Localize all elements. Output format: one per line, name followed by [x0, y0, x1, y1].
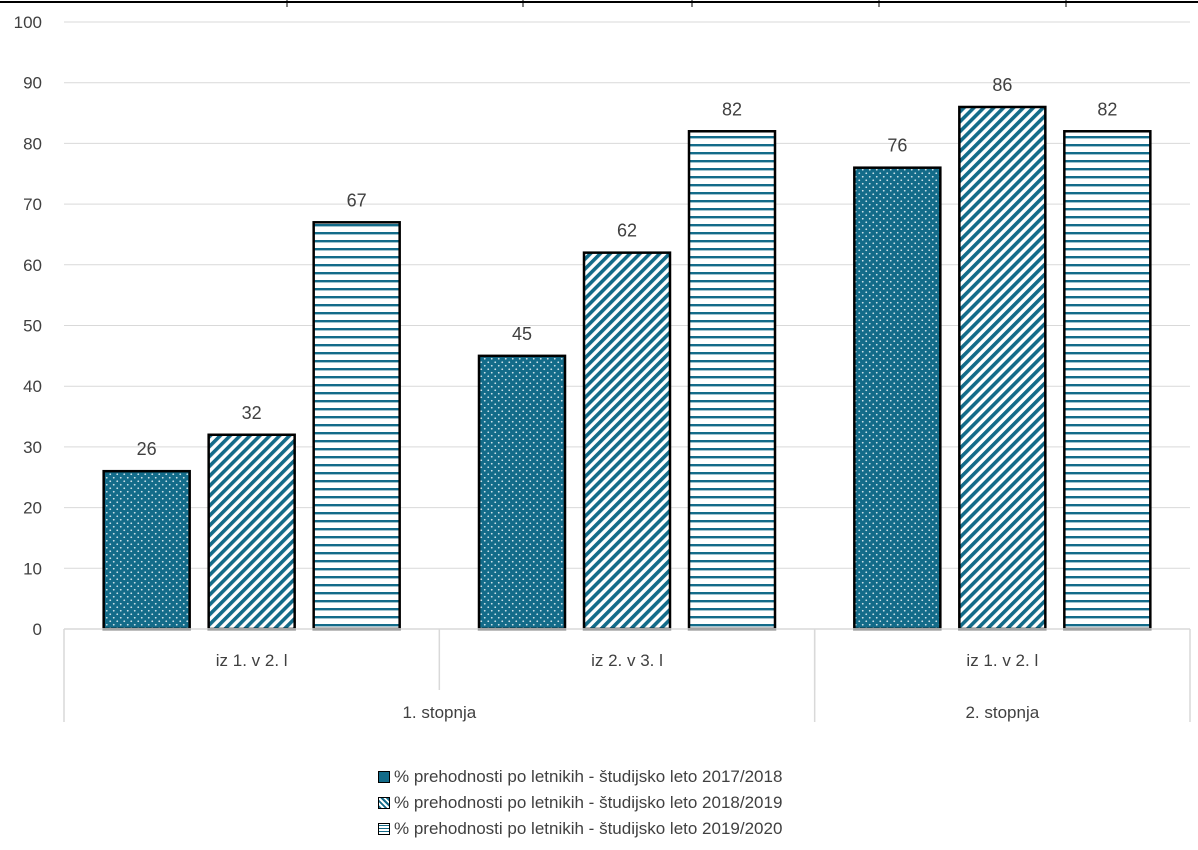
y-tick-label: 70	[23, 195, 42, 214]
legend-label: % prehodnosti po letnikih - študijsko le…	[394, 819, 783, 838]
data-label: 86	[992, 75, 1012, 95]
y-tick-label: 20	[23, 499, 42, 518]
x-group-label: 2. stopnja	[965, 703, 1039, 722]
data-label: 45	[512, 324, 532, 344]
legend-label: % prehodnosti po letnikih - študijsko le…	[394, 793, 783, 812]
y-tick-label: 50	[23, 317, 42, 336]
y-tick-label: 0	[33, 620, 42, 639]
legend-swatch-dots	[378, 771, 390, 783]
bar	[1063, 130, 1152, 631]
bar	[687, 130, 777, 631]
top-border	[0, 0, 1198, 7]
data-label: 62	[617, 221, 637, 241]
data-label: 67	[347, 190, 367, 210]
bar	[582, 251, 672, 631]
data-label: 32	[242, 403, 262, 423]
bar	[958, 105, 1047, 631]
legend-item-2017-2018: % prehodnosti po letnikih - študijsko le…	[378, 764, 1078, 790]
data-labels: 26 32 67 45 62 82 76 86 82	[137, 75, 1118, 459]
x-category-label: iz 1. v 2. l	[216, 651, 288, 670]
y-tick-label: 100	[14, 13, 42, 32]
data-label: 76	[887, 136, 907, 156]
data-label: 82	[722, 99, 742, 119]
y-tick-label: 40	[23, 377, 42, 396]
legend-swatch-diagonal	[378, 797, 390, 809]
bar	[207, 433, 296, 631]
bar	[853, 166, 942, 631]
x-axis: iz 1. v 2. l iz 2. v 3. l iz 1. v 2. l 1. s…	[63, 628, 1191, 722]
bar	[477, 354, 567, 631]
x-category-label: iz 1. v 2. l	[966, 651, 1038, 670]
legend: % prehodnosti po letnikih - študijsko le…	[378, 764, 1078, 842]
legend-item-2018-2019: % prehodnosti po letnikih - študijsko le…	[378, 790, 1078, 816]
bars	[102, 105, 1152, 631]
bar	[312, 221, 401, 631]
y-tick-label: 60	[23, 256, 42, 275]
legend-label: % prehodnosti po letnikih - študijsko le…	[394, 767, 783, 786]
data-label: 82	[1097, 99, 1117, 119]
y-tick-label: 30	[23, 438, 42, 457]
x-group-label: 1. stopnja	[402, 703, 476, 722]
legend-item-2019-2020: % prehodnosti po letnikih - študijsko le…	[378, 816, 1078, 842]
y-axis-ticks: 0 10 20 30 40 50 60 70 80 90 100	[14, 13, 42, 639]
y-tick-label: 90	[23, 74, 42, 93]
y-tick-label: 10	[23, 559, 42, 578]
y-tick-label: 80	[23, 134, 42, 153]
legend-swatch-horizontal	[378, 823, 390, 835]
x-category-label: iz 2. v 3. l	[591, 651, 663, 670]
data-label: 26	[137, 439, 157, 459]
bar	[102, 469, 191, 631]
